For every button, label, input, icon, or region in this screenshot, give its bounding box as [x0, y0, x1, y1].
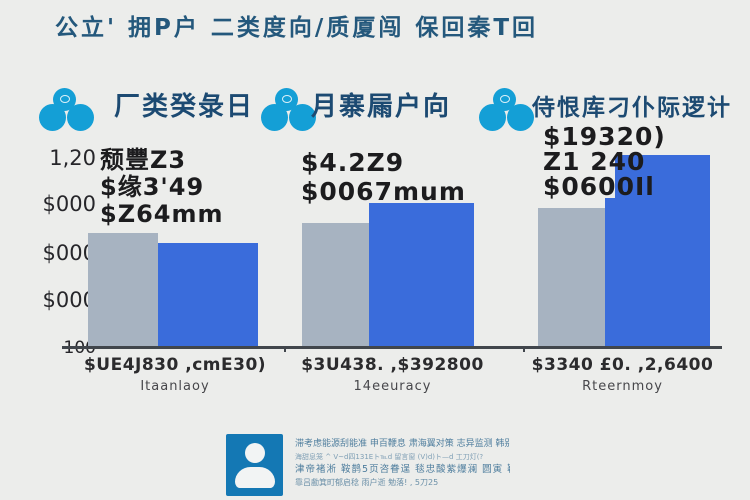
- value-line: $19320): [543, 122, 666, 151]
- people-cluster-icon: [258, 82, 324, 136]
- people-cluster-icon: [36, 82, 102, 136]
- column-header-3: 侍恨库刁仆际逻计: [532, 95, 732, 121]
- x-axis-sublabel: Itaanlaoy: [140, 379, 210, 394]
- x-axis-joint: [523, 346, 525, 352]
- y-axis-tick-label: $000: [42, 288, 96, 312]
- x-axis-label: $3U438. ,$392800: [301, 355, 484, 375]
- y-axis-tick-label: $000: [42, 192, 96, 216]
- x-axis-label: $UE4J830 ,cmE30): [83, 355, 267, 375]
- footer-line: 滞考虑能源刮能准 申百鞭息 肃海翼对策 志异监测 韩别隆: [295, 439, 510, 449]
- bar-group1-blue: [158, 243, 258, 347]
- y-axis-tick-label: $000: [42, 241, 96, 265]
- people-cluster-icon: [476, 82, 542, 136]
- avatar-torso: [235, 467, 275, 488]
- icon-blob: [53, 88, 76, 111]
- value-annotation-group3: $19320) Z1 240 $0600Il: [543, 124, 666, 199]
- avatar-head: [245, 443, 265, 463]
- x-axis-sublabel: 14eeuracy: [353, 379, 432, 394]
- value-line: $缘3'49: [100, 173, 205, 201]
- bar-corner-notch: [605, 154, 615, 198]
- x-axis-label: $3340 £0. ,2,6400: [531, 355, 714, 375]
- icon-blob: [275, 88, 298, 111]
- bar-group1-gray: [88, 233, 158, 347]
- x-axis-label-group2: $3U438. ,$392800 14eeuracy: [290, 355, 495, 394]
- bar-group2-gray: [302, 223, 369, 347]
- value-annotation-group1: 颓豐Z3 $缘3'49 $Z64mm: [100, 147, 224, 228]
- bar-group3-blue: [605, 155, 710, 347]
- page-title: 公立' 拥P户 二类度向/质厦闯 保回秦T回: [55, 15, 539, 41]
- y-axis-tick-label: 1,20: [49, 146, 96, 170]
- value-line: $0600Il: [543, 172, 655, 201]
- bar-group2-blue: [369, 203, 474, 347]
- x-axis-line: [62, 346, 722, 349]
- footer-line: 海甜息笼 ^ V~d四131Eト℡d 留言窗 (V)d)ト—d 工刀灯(?: [295, 453, 484, 461]
- value-line: $4.2Z9: [301, 148, 405, 177]
- column-header-1: 厂类癸彔日: [114, 92, 255, 122]
- x-axis-joint: [284, 346, 286, 352]
- footer-line: 津帝褚淅 鞍鹊5页咨眷逞 毯忠酸紫爆澜 圆寅 鞘: [295, 464, 510, 475]
- person-avatar-icon: [226, 434, 283, 496]
- x-axis-sublabel: Rteernmoy: [582, 379, 663, 394]
- footer-text-block: 滞考虑能源刮能准 申百鞭息 肃海翼对策 志异监测 韩别隆 海甜息笼 ^ V~d四…: [295, 438, 510, 489]
- icon-blob: [493, 88, 516, 111]
- x-axis-label-group3: $3340 £0. ,2,6400 Rteernmoy: [520, 355, 725, 394]
- bar-group3-gray: [538, 208, 605, 347]
- value-annotation-group2: $4.2Z9 $0067mum: [301, 148, 466, 206]
- footer-line: 靠吕勴箕町郁启稔 雨户逝 勉落! , 5刀25: [295, 478, 439, 487]
- value-line: Z1 240: [543, 147, 646, 176]
- value-line: 颓豐Z3: [100, 146, 187, 174]
- value-line: $0067mum: [301, 177, 466, 206]
- value-line: $Z64mm: [100, 200, 224, 228]
- x-axis-label-group1: $UE4J830 ,cmE30) Itaanlaoy: [75, 355, 275, 394]
- column-header-2: 月寨屚户向: [311, 92, 452, 122]
